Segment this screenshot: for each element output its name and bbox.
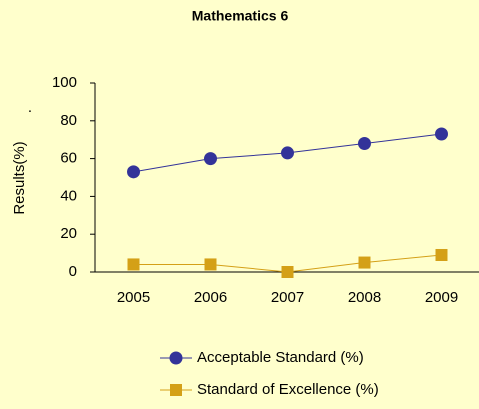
y-tick-label: 80 <box>60 112 77 129</box>
legend-marker <box>170 384 182 396</box>
legend-marker <box>169 351 183 365</box>
y-axis-label: Results(%) <box>11 141 28 214</box>
annotation: . <box>28 99 32 116</box>
data-point <box>435 127 448 141</box>
data-point <box>281 146 294 160</box>
x-tick-label: 2009 <box>425 289 458 306</box>
y-tick-label: 0 <box>69 263 77 280</box>
y-tick-label: 40 <box>60 187 77 204</box>
data-point <box>281 266 294 278</box>
x-tick-label: 2007 <box>271 289 304 306</box>
data-point <box>127 258 140 271</box>
y-tick-label: 20 <box>60 225 77 242</box>
x-tick-label: 2006 <box>194 289 227 306</box>
data-point <box>204 258 217 271</box>
data-point <box>435 248 448 261</box>
y-tick-label: 100 <box>52 74 77 91</box>
y-tick-label: 60 <box>60 150 77 167</box>
legend-label: Acceptable Standard (%) <box>197 349 364 366</box>
data-point <box>358 256 371 269</box>
data-point <box>358 136 371 150</box>
legend-label: Standard of Excellence (%) <box>197 381 379 398</box>
chart-title: Mathematics 6 <box>192 8 289 24</box>
data-point <box>127 165 140 179</box>
data-point <box>204 152 217 166</box>
x-tick-label: 2008 <box>348 289 381 306</box>
x-tick-label: 2005 <box>117 289 150 306</box>
